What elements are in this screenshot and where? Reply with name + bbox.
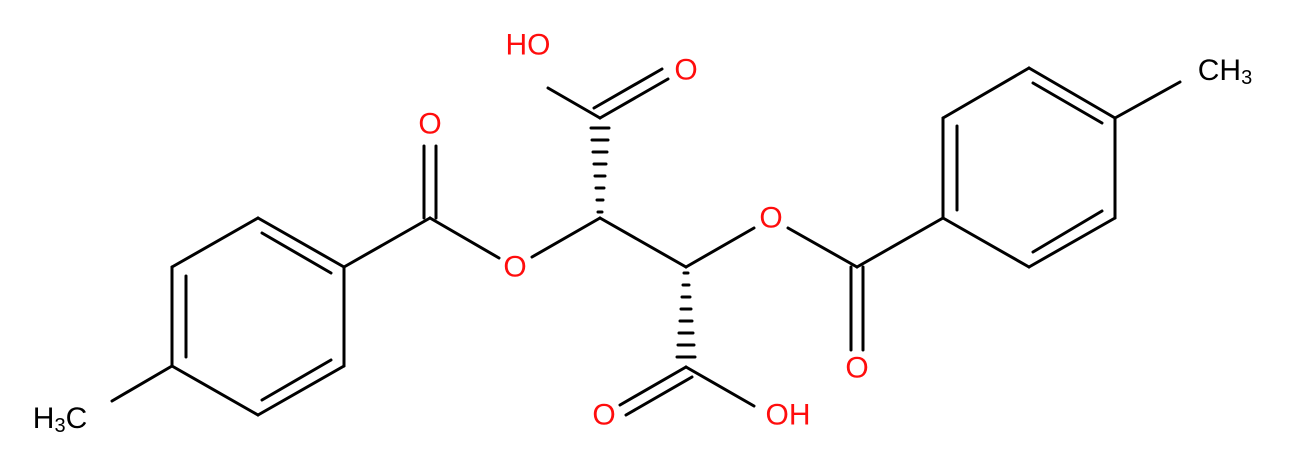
atom-label: O [418, 108, 441, 141]
atom-text: C [66, 402, 88, 435]
atom-subscript: 3 [54, 415, 65, 437]
atom-label: O [674, 54, 697, 87]
atom-label: O [503, 251, 526, 284]
atom-label: O [845, 352, 868, 385]
atom-label: O [592, 399, 615, 432]
atom-subscript: 3 [1241, 67, 1252, 89]
atom-label: OH [766, 399, 811, 432]
bonds [110, 66, 1182, 417]
atom-text: CH [1198, 54, 1241, 87]
atom-label: O [759, 202, 782, 235]
atom-label: HO [506, 29, 551, 62]
atom-label: H3C [33, 402, 87, 438]
atom-label: CH3 [1198, 54, 1252, 90]
atom-prefix: H [33, 402, 55, 435]
